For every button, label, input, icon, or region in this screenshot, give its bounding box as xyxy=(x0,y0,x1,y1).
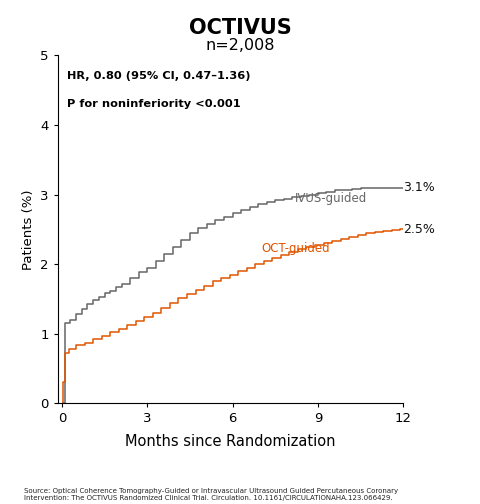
Text: OCT-guided: OCT-guided xyxy=(261,242,330,256)
Text: IVUS-guided: IVUS-guided xyxy=(295,192,367,205)
Text: Source: Optical Coherence Tomography-Guided or Intravascular Ultrasound Guided P: Source: Optical Coherence Tomography-Gui… xyxy=(24,488,398,501)
Text: 3.1%: 3.1% xyxy=(404,181,435,194)
Y-axis label: Patients (%): Patients (%) xyxy=(22,189,35,270)
Text: n=2,008: n=2,008 xyxy=(205,38,275,53)
Text: HR, 0.80 (95% CI, 0.47–1.36): HR, 0.80 (95% CI, 0.47–1.36) xyxy=(67,71,251,81)
X-axis label: Months since Randomization: Months since Randomization xyxy=(125,433,336,449)
Text: OCTIVUS: OCTIVUS xyxy=(189,18,291,38)
Text: 2.5%: 2.5% xyxy=(404,223,435,236)
Text: P for noninferiority <0.001: P for noninferiority <0.001 xyxy=(67,99,240,108)
